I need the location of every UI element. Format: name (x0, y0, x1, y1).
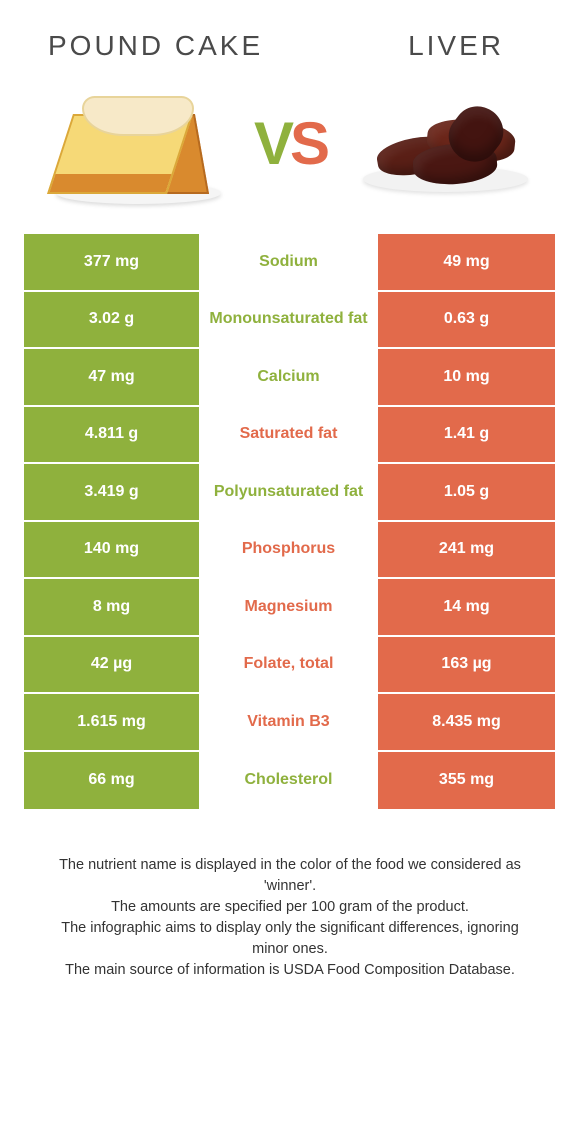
left-value: 8 mg (24, 579, 201, 635)
footnote-line: The amounts are specified per 100 gram o… (52, 897, 528, 918)
nutrient-name: Folate, total (201, 637, 378, 693)
left-value: 140 mg (24, 522, 201, 578)
nutrient-name: Calcium (201, 349, 378, 405)
left-value: 47 mg (24, 349, 201, 405)
nutrient-name: Cholesterol (201, 752, 378, 810)
pound-cake-image (52, 84, 217, 204)
left-value: 66 mg (24, 752, 201, 810)
vs-label: VS (254, 114, 326, 174)
nutrient-name: Saturated fat (201, 407, 378, 463)
right-value: 10 mg (378, 349, 555, 405)
left-value: 4.811 g (24, 407, 201, 463)
right-value: 8.435 mg (378, 694, 555, 750)
nutrient-name: Phosphorus (201, 522, 378, 578)
table-row: 3.419 gPolyunsaturated fat1.05 g (24, 464, 556, 522)
right-value: 0.63 g (378, 292, 555, 348)
vs-v: V (254, 110, 290, 177)
hero-row: VS (24, 66, 556, 234)
nutrient-name: Polyunsaturated fat (201, 464, 378, 520)
left-value: 3.02 g (24, 292, 201, 348)
footnote-line: The infographic aims to display only the… (52, 918, 528, 960)
table-row: 47 mgCalcium10 mg (24, 349, 556, 407)
nutrient-name: Vitamin B3 (201, 694, 378, 750)
food-left-title: POUND CAKE (48, 30, 263, 62)
food-right-title: LIVER (408, 30, 546, 62)
vs-s: S (290, 110, 326, 177)
right-value: 241 mg (378, 522, 555, 578)
table-row: 377 mgSodium49 mg (24, 234, 556, 292)
table-row: 42 µgFolate, total163 µg (24, 637, 556, 695)
table-row: 4.811 gSaturated fat1.41 g (24, 407, 556, 465)
titles-row: POUND CAKE LIVER (24, 20, 556, 66)
left-value: 377 mg (24, 234, 201, 290)
left-value: 1.615 mg (24, 694, 201, 750)
right-value: 1.41 g (378, 407, 555, 463)
nutrient-name: Sodium (201, 234, 378, 290)
table-row: 140 mgPhosphorus241 mg (24, 522, 556, 580)
table-row: 8 mgMagnesium14 mg (24, 579, 556, 637)
liver-image (363, 84, 528, 204)
page: POUND CAKE LIVER VS 377 mgSodium49 mg3 (0, 0, 580, 1001)
footnote-line: The nutrient name is displayed in the co… (52, 855, 528, 897)
nutrient-name: Monounsaturated fat (201, 292, 378, 348)
table-row: 66 mgCholesterol355 mg (24, 752, 556, 810)
nutrient-name: Magnesium (201, 579, 378, 635)
right-value: 355 mg (378, 752, 555, 810)
left-value: 3.419 g (24, 464, 201, 520)
table-row: 3.02 gMonounsaturated fat0.63 g (24, 292, 556, 350)
comparison-table: 377 mgSodium49 mg3.02 gMonounsaturated f… (24, 234, 556, 809)
right-value: 163 µg (378, 637, 555, 693)
right-value: 49 mg (378, 234, 555, 290)
right-value: 1.05 g (378, 464, 555, 520)
table-row: 1.615 mgVitamin B38.435 mg (24, 694, 556, 752)
left-value: 42 µg (24, 637, 201, 693)
footnote-line: The main source of information is USDA F… (52, 960, 528, 981)
footnotes: The nutrient name is displayed in the co… (24, 809, 556, 981)
right-value: 14 mg (378, 579, 555, 635)
